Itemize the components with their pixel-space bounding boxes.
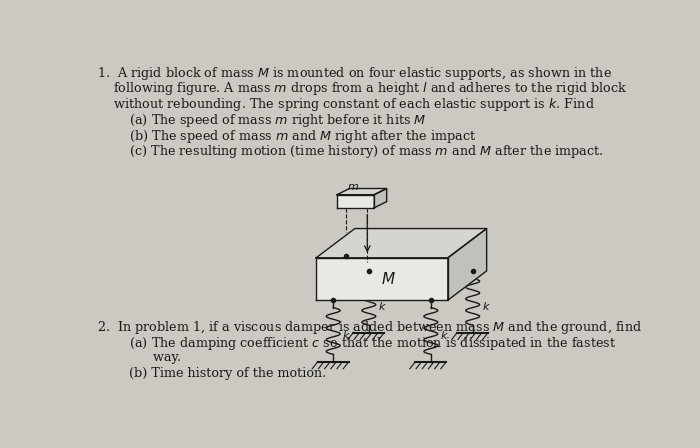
Text: following figure. A mass $m$ drops from a height $l$ and adheres to the rigid bl: following figure. A mass $m$ drops from … bbox=[97, 80, 627, 97]
Text: (c) The resulting motion (time history) of mass $m$ and $M$ after the impact.: (c) The resulting motion (time history) … bbox=[97, 143, 603, 160]
Text: (b) The speed of mass $m$ and $M$ right after the impact: (b) The speed of mass $m$ and $M$ right … bbox=[97, 128, 477, 145]
Text: way.: way. bbox=[97, 351, 181, 364]
Text: (a) The damping coefficient $c$ so that the motion is dissipated in the fastest: (a) The damping coefficient $c$ so that … bbox=[97, 335, 616, 352]
Text: 1.  A rigid block of mass $M$ is mounted on four elastic supports, as shown in t: 1. A rigid block of mass $M$ is mounted … bbox=[97, 65, 612, 82]
Polygon shape bbox=[337, 195, 374, 208]
Text: 2.  In problem 1, if a viscous damper is added between mass $M$ and the ground, : 2. In problem 1, if a viscous damper is … bbox=[97, 319, 642, 336]
Polygon shape bbox=[316, 228, 486, 258]
Text: $M$: $M$ bbox=[382, 271, 396, 287]
Polygon shape bbox=[374, 189, 386, 208]
Text: $m$: $m$ bbox=[347, 182, 359, 192]
Text: (a) The speed of mass $m$ right before it hits $M$: (a) The speed of mass $m$ right before i… bbox=[97, 112, 426, 129]
Text: $k$: $k$ bbox=[378, 300, 387, 311]
Text: $k$: $k$ bbox=[482, 300, 491, 311]
Polygon shape bbox=[448, 228, 486, 300]
Polygon shape bbox=[316, 258, 448, 300]
Polygon shape bbox=[337, 189, 386, 195]
Text: $k$: $k$ bbox=[342, 329, 351, 341]
Text: (b) Time history of the motion.: (b) Time history of the motion. bbox=[97, 367, 326, 380]
Text: without rebounding. The spring constant of each elastic support is $k$. Find: without rebounding. The spring constant … bbox=[97, 96, 594, 113]
Text: $k$: $k$ bbox=[440, 329, 449, 341]
